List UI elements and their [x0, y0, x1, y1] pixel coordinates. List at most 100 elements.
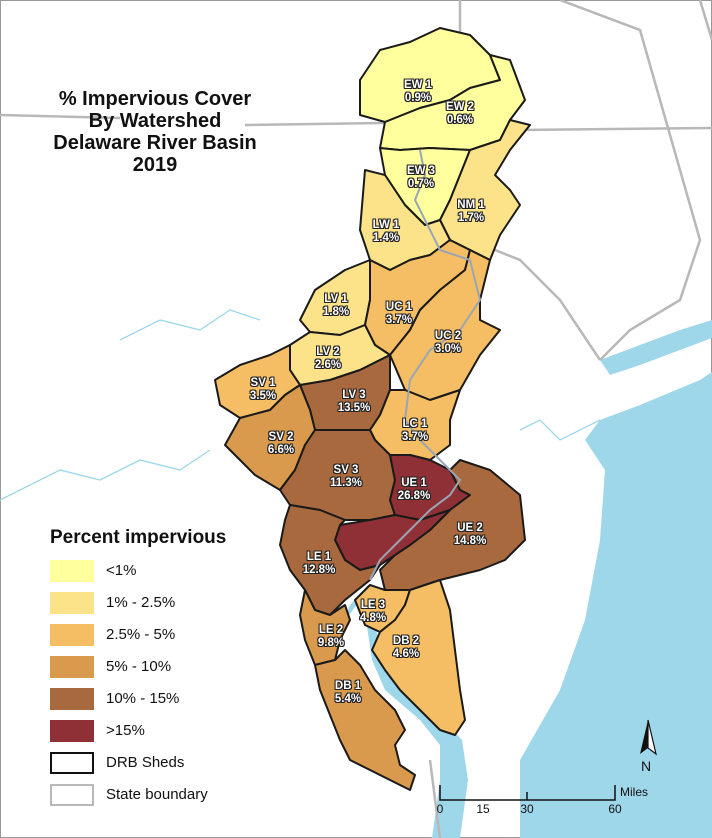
watershed-value: 0.9%: [404, 92, 432, 104]
watershed-label-ew2: EW 2 0.6%: [446, 101, 474, 127]
watershed-name: LE 3: [360, 599, 386, 611]
legend-label: 10% - 15%: [106, 690, 180, 707]
watershed-name: EW 3: [406, 165, 436, 177]
legend-swatch-gt15: [50, 720, 94, 742]
legend-swatch-drb-sheds: [50, 752, 94, 774]
title-line-3: Delaware River Basin: [53, 132, 257, 154]
watershed-db2[interactable]: [371, 579, 466, 736]
legend: Percent impervious <1% 1% - 2.5% 2.5% - …: [26, 522, 266, 822]
legend-item-25-5: 2.5% - 5%: [50, 624, 260, 648]
watershed-value: 3.0%: [434, 343, 462, 355]
north-arrow-icon: N: [636, 718, 660, 782]
scale-labels: 0 15 30 60 Miles: [430, 782, 660, 822]
legend-title: Percent impervious: [50, 527, 227, 548]
watershed-label-uc2: UC 2 3.0%: [435, 330, 461, 356]
legend-item-lt1: <1%: [50, 560, 260, 584]
watershed-label-nm1: NM 1 1.7%: [457, 199, 484, 225]
legend-item-gt15: >15%: [50, 720, 260, 744]
legend-swatch-state-boundary: [50, 784, 94, 806]
watershed-name: UC 1: [385, 301, 413, 313]
watershed-name: UC 2: [434, 330, 462, 342]
legend-swatch-lt1: [50, 560, 94, 582]
scale-tick-60: 60: [608, 802, 622, 816]
watershed-value: 4.6%: [392, 648, 420, 660]
ocean: [520, 372, 712, 838]
watershed-label-sv3: SV 3 11.3%: [330, 464, 362, 490]
watershed-nm1[interactable]: [439, 119, 531, 261]
watershed-label-ew3: EW 3 0.7%: [407, 165, 435, 191]
watershed-label-ue2: UE 2 14.8%: [454, 522, 487, 548]
watershed-db1[interactable]: [314, 649, 416, 791]
watershed-name: LE 1: [306, 551, 332, 563]
watershed-value: 14.8%: [453, 535, 487, 547]
watershed-label-lv3: LV 3 13.5%: [338, 389, 371, 415]
watershed-value: 11.3%: [330, 477, 362, 489]
watershed-name: LV 3: [342, 389, 366, 401]
watershed-label-sv2: SV 2 6.6%: [268, 431, 294, 457]
legend-label: 2.5% - 5%: [106, 626, 176, 643]
watershed-name: EW 1: [403, 79, 433, 91]
legend-item-state-boundary: State boundary: [50, 784, 260, 808]
legend-item-1-25: 1% - 2.5%: [50, 592, 260, 616]
watershed-name: SV 1: [250, 377, 276, 389]
watershed-name: LC 1: [402, 418, 428, 430]
watershed-value: 1.4%: [372, 232, 400, 244]
legend-item-5-10: 5% - 10%: [50, 656, 260, 680]
watershed-name: SV 2: [268, 431, 294, 443]
legend-label: 5% - 10%: [106, 658, 172, 675]
watershed-name: SV 3: [333, 464, 359, 476]
legend-swatch-10-15: [50, 688, 94, 710]
watershed-polygons: [214, 27, 531, 791]
scale-tick-30: 30: [520, 802, 534, 816]
watershed-name: DB 1: [334, 680, 362, 692]
legend-label: 1% - 2.5%: [106, 594, 176, 611]
watershed-value: 3.7%: [385, 314, 413, 326]
scale-tick-0: 0: [436, 802, 444, 816]
watershed-label-sv1: SV 1 3.5%: [250, 377, 276, 403]
map-title: % Impervious Cover By Watershed Delaware…: [40, 88, 270, 176]
watershed-label-ew1: EW 1 0.9%: [404, 79, 432, 105]
watershed-label-lv2: LV 2 2.6%: [315, 346, 341, 372]
watershed-value: 6.6%: [267, 444, 295, 456]
title-line-1: % Impervious Cover: [58, 88, 252, 110]
watershed-label-lv1: LV 1 1.8%: [323, 293, 349, 319]
legend-swatch-1-25: [50, 592, 94, 614]
long-island-sound: [600, 320, 712, 375]
legend-label: DRB Sheds: [106, 754, 185, 771]
legend-swatch-5-10: [50, 656, 94, 678]
north-label: N: [641, 758, 652, 774]
watershed-value: 2.6%: [314, 359, 342, 371]
watershed-label-lw1: LW 1 1.4%: [373, 219, 400, 245]
watershed-name: LV 1: [324, 293, 348, 305]
title-line-2: By Watershed: [88, 110, 222, 132]
watershed-value: 9.8%: [317, 637, 345, 649]
watershed-name: LE 2: [318, 624, 344, 636]
watershed-value: 1.8%: [322, 306, 350, 318]
watershed-name: DB 2: [392, 635, 420, 647]
scale-tick-15: 15: [476, 802, 490, 816]
watershed-label-db1: DB 1 5.4%: [335, 680, 361, 706]
legend-label: <1%: [106, 562, 137, 579]
watershed-name: EW 2: [445, 101, 475, 113]
watershed-name: UE 1: [401, 477, 427, 489]
watershed-label-le1: LE 1 12.8%: [303, 551, 336, 577]
watershed-le1[interactable]: [279, 504, 381, 616]
watershed-value: 26.8%: [397, 490, 431, 502]
watershed-value: 3.5%: [249, 390, 277, 402]
watershed-value: 5.4%: [334, 693, 362, 705]
watershed-label-lc1: LC 1 3.7%: [402, 418, 428, 444]
legend-label: State boundary: [106, 786, 208, 803]
legend-label: >15%: [106, 722, 145, 739]
watershed-le2[interactable]: [299, 589, 351, 666]
watershed-label-db2: DB 2 4.6%: [393, 635, 419, 661]
watershed-label-le2: LE 2 9.8%: [318, 624, 344, 650]
delaware-river: [369, 149, 482, 581]
watershed-label-uc1: UC 1 3.7%: [386, 301, 412, 327]
scale-units: Miles: [620, 785, 649, 799]
watershed-label-ue1: UE 1 26.8%: [398, 477, 431, 503]
legend-item-drb-sheds: DRB Sheds: [50, 752, 260, 776]
watershed-value: 13.5%: [337, 402, 371, 414]
watershed-value: 4.8%: [359, 612, 387, 624]
watershed-name: LV 2: [316, 346, 340, 358]
